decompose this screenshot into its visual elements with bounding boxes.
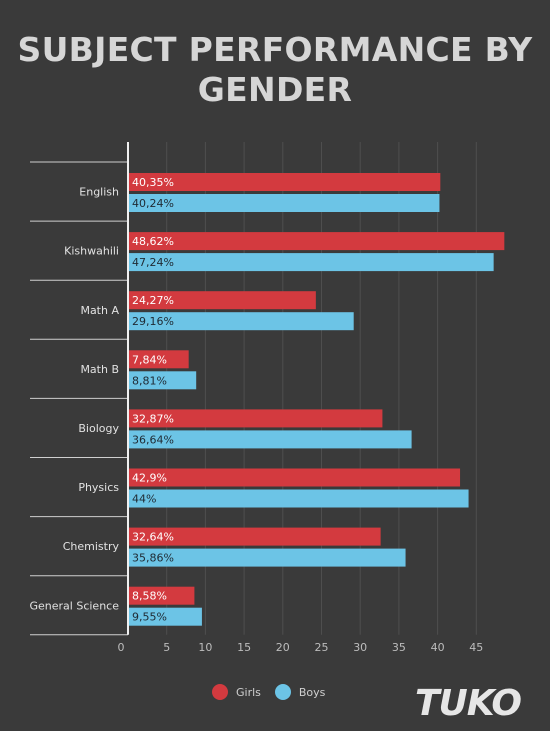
bar-boys	[128, 371, 197, 390]
legend-label-boys: Boys	[298, 685, 326, 699]
legend-swatch-boys	[274, 684, 291, 700]
data-label-girls: 42,9%	[132, 472, 167, 485]
data-label-girls: 48,62%	[132, 235, 174, 248]
legend-label-girls: Girls	[236, 685, 261, 699]
data-label-girls: 7,84%	[132, 353, 167, 366]
x-tick-label: 40	[431, 641, 445, 654]
data-label-girls: 32,87%	[132, 412, 174, 425]
x-tick-label: 25	[315, 641, 329, 654]
bar-boys	[128, 489, 469, 508]
data-label-girls: 32,64%	[132, 531, 174, 544]
bar-boys	[128, 194, 440, 212]
legend-item-boys: Boys	[274, 684, 326, 700]
bar-girls	[128, 586, 195, 605]
legend-item-girls: Girls	[212, 684, 261, 700]
category-label: Math A	[80, 304, 119, 317]
data-labels: 40,35% 40,24% 48,62% 47,24% 24,27% 29,16% 7,84…	[132, 176, 174, 624]
category-label: English	[79, 186, 119, 199]
chart-title: SUBJECT PERFORMANCE BY GENDER	[0, 30, 550, 110]
category-label: Biology	[78, 422, 119, 435]
bars	[128, 173, 505, 626]
category-label: Math B	[80, 363, 119, 376]
bar-boys	[128, 607, 202, 626]
category-label: Physics	[78, 481, 119, 494]
category-labels: English Kishwahili Math A Math B Biology Phys…	[30, 186, 120, 613]
bar-boys	[128, 312, 354, 331]
bar-boys	[128, 430, 412, 449]
x-tick-label: 30	[353, 641, 367, 654]
bar-boys	[128, 548, 406, 567]
data-label-boys: 40,24%	[132, 197, 174, 210]
x-tick-label: 0	[118, 641, 125, 654]
category-label: Chemistry	[63, 540, 120, 553]
data-label-boys: 35,86%	[132, 552, 174, 565]
x-tick-label: 10	[198, 641, 212, 654]
x-tick-label: 5	[163, 641, 170, 654]
data-label-boys: 29,16%	[132, 315, 174, 328]
bar-girls	[128, 409, 383, 428]
legend: Girls Boys	[212, 683, 339, 701]
x-tick-label: 35	[392, 641, 406, 654]
data-label-boys: 8,81%	[132, 374, 167, 387]
data-label-boys: 44%	[132, 493, 156, 506]
bar-girls	[128, 350, 189, 369]
data-label-boys: 9,55%	[132, 611, 167, 624]
chart-title-line1: SUBJECT PERFORMANCE BY	[17, 30, 533, 69]
data-label-boys: 36,64%	[132, 433, 174, 446]
bar-girls	[128, 291, 316, 310]
data-label-girls: 40,35%	[132, 176, 174, 189]
data-label-boys: 47,24%	[132, 256, 174, 269]
data-label-girls: 8,58%	[132, 590, 167, 603]
x-tick-label: 20	[276, 641, 290, 654]
tuko-logo: TUKO	[415, 683, 522, 724]
legend-swatch-girls	[212, 684, 228, 700]
x-tick-labels: 0 5 10 15 20 25 30 35 40 45	[118, 641, 484, 654]
bar-girls	[128, 527, 381, 546]
data-label-girls: 24,27%	[132, 294, 174, 307]
category-label: General Science	[30, 599, 120, 612]
x-tick-label: 45	[469, 641, 483, 654]
bar-girls	[128, 173, 441, 191]
bar-girls	[128, 232, 505, 251]
category-separators	[30, 161, 128, 636]
chart-title-line2: GENDER	[197, 70, 353, 109]
bar-girls	[128, 468, 461, 487]
bar-boys	[128, 253, 494, 272]
category-label: Kishwahili	[64, 245, 119, 258]
x-tick-label: 15	[237, 641, 251, 654]
